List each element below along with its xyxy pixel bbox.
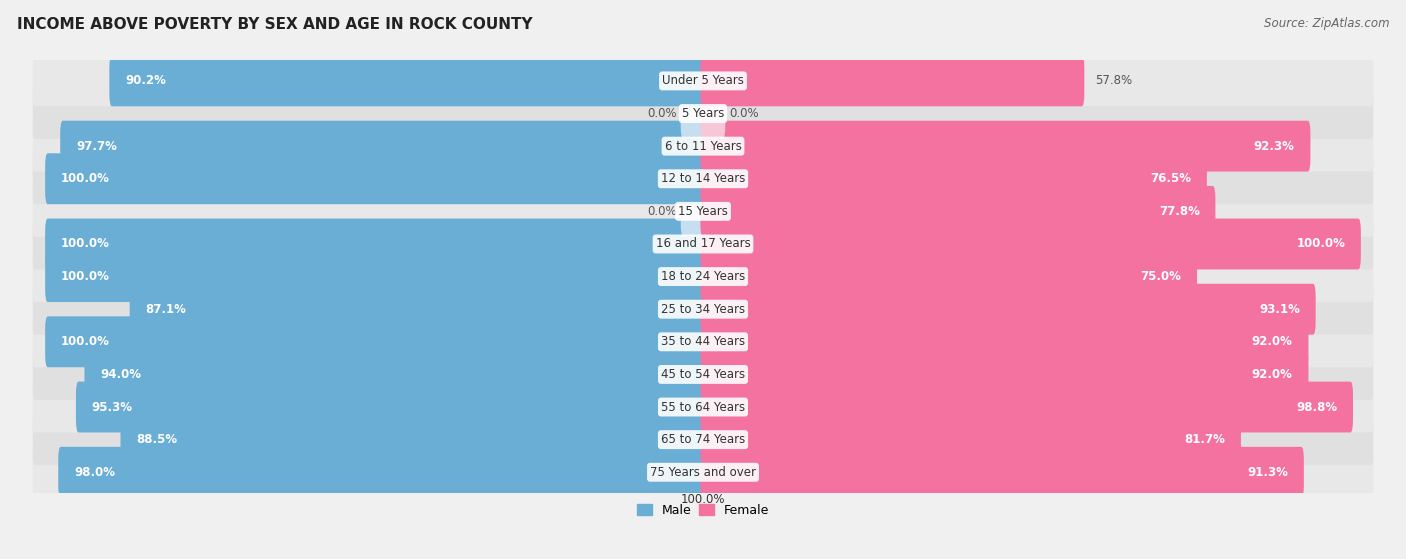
Text: 12 to 14 Years: 12 to 14 Years — [661, 172, 745, 185]
Text: 91.3%: 91.3% — [1247, 466, 1288, 479]
Text: 88.5%: 88.5% — [136, 433, 177, 446]
FancyBboxPatch shape — [32, 316, 1374, 367]
FancyBboxPatch shape — [700, 284, 1316, 335]
FancyBboxPatch shape — [32, 447, 1374, 498]
Text: 18 to 24 Years: 18 to 24 Years — [661, 270, 745, 283]
FancyBboxPatch shape — [681, 186, 706, 237]
FancyBboxPatch shape — [45, 219, 706, 269]
Text: 57.8%: 57.8% — [1095, 74, 1132, 87]
FancyBboxPatch shape — [700, 55, 1084, 106]
Text: 35 to 44 Years: 35 to 44 Years — [661, 335, 745, 348]
FancyBboxPatch shape — [32, 349, 1374, 400]
FancyBboxPatch shape — [60, 121, 706, 172]
FancyBboxPatch shape — [700, 382, 1353, 433]
Text: 0.0%: 0.0% — [647, 107, 676, 120]
FancyBboxPatch shape — [84, 349, 706, 400]
FancyBboxPatch shape — [700, 447, 1303, 498]
Text: 100.0%: 100.0% — [60, 172, 110, 185]
FancyBboxPatch shape — [700, 219, 1361, 269]
Text: 16 and 17 Years: 16 and 17 Years — [655, 238, 751, 250]
Text: Source: ZipAtlas.com: Source: ZipAtlas.com — [1264, 17, 1389, 30]
FancyBboxPatch shape — [121, 414, 706, 465]
Text: 25 to 34 Years: 25 to 34 Years — [661, 303, 745, 316]
FancyBboxPatch shape — [32, 219, 1374, 269]
Text: 100.0%: 100.0% — [60, 238, 110, 250]
FancyBboxPatch shape — [700, 186, 1215, 237]
FancyBboxPatch shape — [700, 153, 1206, 204]
FancyBboxPatch shape — [700, 251, 1197, 302]
Text: 0.0%: 0.0% — [647, 205, 676, 218]
FancyBboxPatch shape — [45, 251, 706, 302]
FancyBboxPatch shape — [45, 153, 706, 204]
FancyBboxPatch shape — [700, 414, 1241, 465]
Text: 5 Years: 5 Years — [682, 107, 724, 120]
Text: 92.0%: 92.0% — [1251, 335, 1292, 348]
Text: 15 Years: 15 Years — [678, 205, 728, 218]
Text: 65 to 74 Years: 65 to 74 Years — [661, 433, 745, 446]
Text: 100.0%: 100.0% — [60, 335, 110, 348]
Text: 87.1%: 87.1% — [145, 303, 186, 316]
Text: 93.1%: 93.1% — [1258, 303, 1301, 316]
Text: Under 5 Years: Under 5 Years — [662, 74, 744, 87]
Text: 92.0%: 92.0% — [1251, 368, 1292, 381]
FancyBboxPatch shape — [32, 251, 1374, 302]
FancyBboxPatch shape — [32, 121, 1374, 172]
FancyBboxPatch shape — [681, 88, 706, 139]
FancyBboxPatch shape — [32, 153, 1374, 204]
Text: 95.3%: 95.3% — [91, 401, 132, 414]
Text: 75 Years and over: 75 Years and over — [650, 466, 756, 479]
Text: 98.0%: 98.0% — [75, 466, 115, 479]
Text: 100.0%: 100.0% — [60, 270, 110, 283]
Text: 45 to 54 Years: 45 to 54 Years — [661, 368, 745, 381]
FancyBboxPatch shape — [700, 316, 1309, 367]
FancyBboxPatch shape — [700, 349, 1309, 400]
Text: 6 to 11 Years: 6 to 11 Years — [665, 140, 741, 153]
Text: 77.8%: 77.8% — [1159, 205, 1199, 218]
FancyBboxPatch shape — [110, 55, 706, 106]
FancyBboxPatch shape — [32, 55, 1374, 106]
Text: 100.0%: 100.0% — [681, 493, 725, 506]
FancyBboxPatch shape — [32, 414, 1374, 465]
FancyBboxPatch shape — [700, 121, 1310, 172]
Text: 97.7%: 97.7% — [76, 140, 117, 153]
FancyBboxPatch shape — [32, 284, 1374, 335]
Text: INCOME ABOVE POVERTY BY SEX AND AGE IN ROCK COUNTY: INCOME ABOVE POVERTY BY SEX AND AGE IN R… — [17, 17, 533, 32]
FancyBboxPatch shape — [76, 382, 706, 433]
Text: 76.5%: 76.5% — [1150, 172, 1191, 185]
FancyBboxPatch shape — [32, 382, 1374, 433]
FancyBboxPatch shape — [58, 447, 706, 498]
Text: 0.0%: 0.0% — [730, 107, 759, 120]
Text: 98.8%: 98.8% — [1296, 401, 1337, 414]
Text: 92.3%: 92.3% — [1254, 140, 1295, 153]
Text: 55 to 64 Years: 55 to 64 Years — [661, 401, 745, 414]
FancyBboxPatch shape — [45, 316, 706, 367]
Text: 81.7%: 81.7% — [1184, 433, 1225, 446]
FancyBboxPatch shape — [32, 88, 1374, 139]
Text: 90.2%: 90.2% — [125, 74, 166, 87]
FancyBboxPatch shape — [129, 284, 706, 335]
Text: 75.0%: 75.0% — [1140, 270, 1181, 283]
Text: 94.0%: 94.0% — [100, 368, 141, 381]
FancyBboxPatch shape — [32, 186, 1374, 237]
Legend: Male, Female: Male, Female — [631, 499, 775, 522]
FancyBboxPatch shape — [700, 88, 725, 139]
Text: 100.0%: 100.0% — [1296, 238, 1346, 250]
